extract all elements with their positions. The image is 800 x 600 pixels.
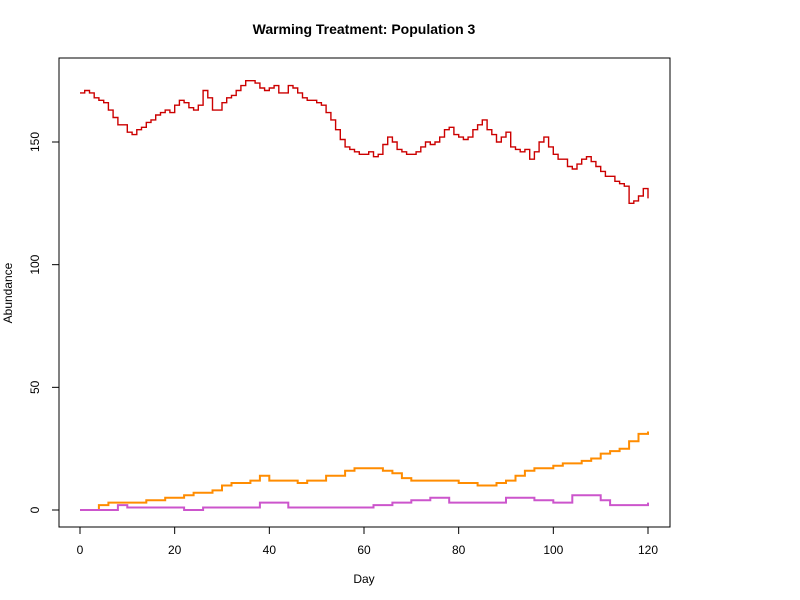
y-tick-label: 0 bbox=[28, 506, 42, 513]
y-axis: 0 50 100 150 bbox=[28, 132, 60, 513]
series-layer bbox=[80, 80, 649, 511]
y-tick-label: 150 bbox=[28, 132, 42, 152]
series-line-1 bbox=[80, 80, 649, 204]
plot-frame bbox=[58, 57, 671, 528]
x-tick-label: 120 bbox=[638, 543, 658, 557]
x-tick-label: 60 bbox=[357, 543, 371, 557]
x-tick-label: 20 bbox=[168, 543, 182, 557]
series-line-2 bbox=[80, 431, 649, 511]
series-line-3 bbox=[80, 494, 649, 511]
x-tick-label: 100 bbox=[543, 543, 563, 557]
x-axis-label: Day bbox=[353, 572, 374, 586]
y-tick-label: 100 bbox=[28, 254, 42, 274]
x-tick-label: 0 bbox=[77, 543, 84, 557]
x-tick-label: 40 bbox=[263, 543, 277, 557]
x-tick-label: 80 bbox=[452, 543, 466, 557]
chart-title: Warming Treatment: Population 3 bbox=[253, 21, 476, 37]
y-axis-label: Abundance bbox=[1, 262, 15, 323]
x-axis: 0 20 40 60 80 100 120 bbox=[77, 526, 658, 557]
y-tick-label: 50 bbox=[28, 380, 42, 394]
